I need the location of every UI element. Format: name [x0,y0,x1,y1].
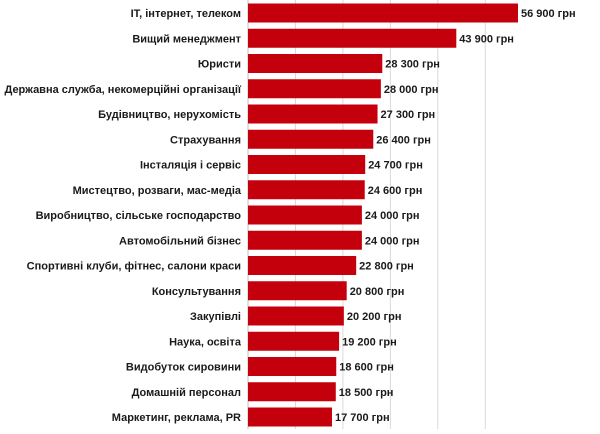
value-label-17: 17 700 грн [335,412,390,424]
value-label-2: 43 900 грн [459,33,514,45]
value-label-1: 56 900 грн [521,8,576,20]
bar-4 [248,79,381,99]
category-label-12: Консультування [152,286,241,298]
category-label-6: Страхування [170,134,241,146]
category-label-4: Державна служба, некомерційні організаці… [4,84,241,96]
category-label-13: Закупівлі [190,311,241,323]
value-label-4: 28 000 грн [384,84,439,96]
value-label-3: 28 300 грн [385,59,440,71]
category-label-5: Будівництво, нерухомість [98,109,241,121]
bar-7 [248,155,366,174]
category-label-7: Інсталяція і сервіс [140,160,241,172]
bar-10 [248,230,362,250]
bar-1 [248,3,518,23]
bar-9 [248,205,362,225]
category-label-1: IT, інтернет, телеком [131,8,241,20]
category-label-17: Маркетинг, реклама, PR [112,412,241,424]
value-label-12: 20 800 грн [350,286,405,298]
bar-8 [248,180,365,200]
category-label-9: Виробництво, сільське господарство [36,210,242,222]
category-label-2: Вищий менеджмент [132,33,241,45]
value-label-5: 27 300 грн [381,109,436,121]
category-label-8: Мистецтво, розваги, мас-медіа [73,185,242,197]
value-label-16: 18 500 грн [339,387,394,399]
bar-5 [248,104,378,124]
category-label-15: Видобуток сировини [126,362,241,374]
bar-3 [248,54,383,73]
value-label-15: 18 600 грн [339,362,394,374]
category-label-14: Наука, освіта [169,336,242,348]
value-label-10: 24 000 грн [365,235,420,247]
bar-2 [248,28,457,48]
value-label-13: 20 200 грн [347,311,402,323]
bar-12 [248,281,347,301]
bar-13 [248,306,344,326]
bar-16 [248,382,336,402]
bar-15 [248,357,337,376]
bars [248,3,518,434]
value-label-11: 22 800 грн [359,261,414,273]
bar-11 [248,256,357,275]
bar-6 [248,129,374,149]
bar-14 [248,331,340,351]
bar-17 [248,407,332,427]
value-label-14: 19 200 грн [342,336,397,348]
category-label-3: Юристи [198,59,241,71]
category-label-11: Спортивні клуби, фітнес, салони краси [27,261,241,273]
value-label-7: 24 700 грн [368,160,423,172]
category-label-10: Автомобільний бізнес [119,235,241,247]
value-label-6: 26 400 грн [376,134,431,146]
category-labels: IT, інтернет, телеком Вищий менеджмент Юри… [4,8,241,424]
category-label-16: Домашній персонал [132,387,241,399]
value-labels: 56 900 грн 43 900 грн 28 300 грн 28 000 грн… [335,8,576,424]
value-label-9: 24 000 грн [365,210,420,222]
value-label-8: 24 600 грн [368,185,423,197]
